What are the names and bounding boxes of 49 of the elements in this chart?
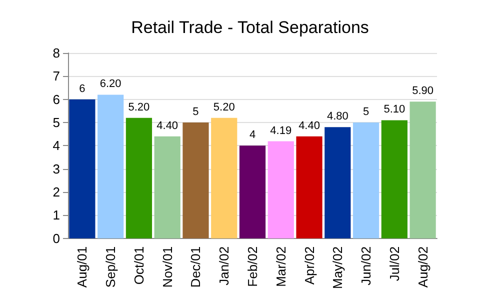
bar bbox=[410, 102, 436, 238]
x-tick-label: Aug/02 bbox=[415, 246, 430, 288]
y-tick-label: 5 bbox=[52, 115, 60, 130]
data-label: 5.20 bbox=[213, 101, 235, 114]
bar bbox=[154, 136, 180, 238]
bar bbox=[211, 118, 238, 238]
y-tick-label: 6 bbox=[52, 92, 60, 107]
bar bbox=[239, 146, 266, 238]
x-tick-label: Sep/01 bbox=[103, 246, 118, 288]
bar bbox=[296, 136, 322, 238]
data-label: 5.90 bbox=[412, 85, 434, 98]
bar bbox=[126, 118, 152, 238]
data-label: 6.20 bbox=[100, 78, 122, 90]
y-tick-label: 0 bbox=[52, 230, 60, 246]
y-tick-label: 7 bbox=[52, 68, 60, 84]
data-label: 4.80 bbox=[326, 110, 348, 123]
x-tick-label: Oct/01 bbox=[131, 246, 146, 285]
data-label: 4.19 bbox=[270, 124, 292, 137]
data-label: 5 bbox=[192, 106, 199, 118]
bar bbox=[381, 120, 408, 238]
x-tick-label: Apr/02 bbox=[302, 246, 317, 285]
x-tick-label: Nov/01 bbox=[160, 246, 175, 288]
x-tick-label: Jan/02 bbox=[216, 246, 232, 286]
bar bbox=[324, 127, 351, 238]
x-tick-label: Jul/02 bbox=[386, 246, 402, 282]
bar bbox=[268, 141, 294, 238]
data-label: 5.20 bbox=[128, 101, 150, 114]
y-tick-label: 1 bbox=[52, 208, 60, 223]
data-label: 4.40 bbox=[156, 120, 178, 132]
chart-title: Retail Trade - Total Separations bbox=[131, 18, 369, 37]
y-tick-label: 3 bbox=[52, 161, 60, 176]
x-tick-label: Dec/01 bbox=[188, 246, 204, 288]
bar bbox=[182, 122, 209, 238]
bar bbox=[352, 122, 380, 238]
data-label: 5.10 bbox=[384, 104, 406, 116]
data-label: 5 bbox=[362, 106, 370, 118]
y-tick-label: 2 bbox=[52, 184, 60, 200]
x-tick-label: Mar/02 bbox=[273, 246, 288, 287]
data-label: 4.40 bbox=[298, 120, 320, 132]
data-label: 4 bbox=[249, 129, 256, 142]
y-tick-label: 4 bbox=[52, 138, 60, 154]
data-label: 6 bbox=[79, 82, 86, 95]
x-tick-label: Feb/02 bbox=[245, 246, 260, 287]
bar bbox=[98, 94, 124, 238]
x-tick-label: Aug/01 bbox=[74, 246, 90, 288]
y-tick-label: 8 bbox=[52, 46, 60, 60]
bar bbox=[69, 99, 96, 238]
x-tick-label: Jun/02 bbox=[358, 246, 374, 286]
x-tick-label: May/02 bbox=[330, 246, 346, 290]
